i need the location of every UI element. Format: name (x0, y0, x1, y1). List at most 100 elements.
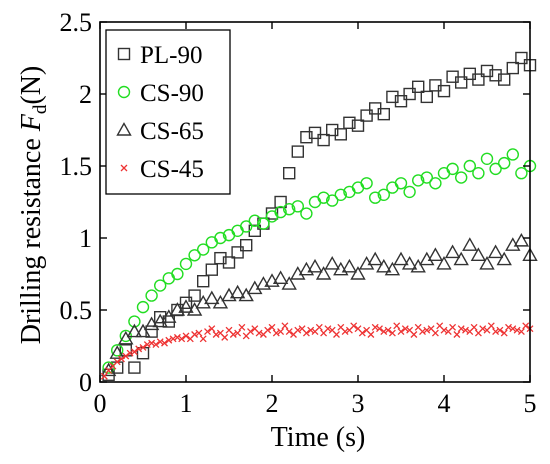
data-point (420, 171, 433, 184)
data-point (472, 73, 485, 86)
data-point (212, 331, 220, 338)
data-point (427, 247, 444, 261)
data-point (509, 325, 517, 333)
data-point (196, 275, 210, 288)
data-point (367, 331, 375, 338)
data-point (517, 328, 525, 336)
data-point (429, 177, 442, 190)
data-point (109, 345, 125, 359)
data-point (315, 266, 332, 280)
data-point (498, 156, 511, 170)
data-point (128, 315, 141, 328)
data-point (377, 107, 390, 121)
data-point (470, 247, 487, 261)
data-point (126, 349, 134, 357)
data-point (205, 263, 219, 276)
data-point (130, 348, 138, 356)
data-point (239, 220, 253, 233)
y-tick-label: 0.5 (60, 296, 93, 325)
data-point (173, 333, 181, 341)
data-point (239, 238, 253, 252)
data-point (515, 51, 528, 65)
legend-label: CS-45 (140, 156, 204, 183)
legend: PL-90 CS-90 CS-65 CS-45 (105, 29, 231, 195)
data-point (384, 261, 401, 276)
data-point (455, 76, 468, 89)
data-point (255, 329, 263, 337)
data-point (281, 322, 289, 330)
legend-entry-cs-90: CS-90 (117, 80, 204, 107)
data-point (199, 335, 207, 343)
data-point (257, 217, 270, 230)
data-point (496, 326, 504, 334)
y-axis-label-main: Drilling resistance (16, 131, 47, 344)
data-point (449, 323, 457, 331)
series-cs-65 (100, 232, 538, 377)
data-point (162, 272, 176, 285)
data-point (489, 162, 502, 176)
plot-frame (99, 21, 531, 383)
plot-area (100, 51, 538, 381)
data-point (302, 329, 310, 337)
data-point (182, 332, 190, 340)
y-axis-label: Drilling resistance Fd(N) (16, 66, 51, 345)
data-point (480, 152, 494, 166)
legend-marker (117, 47, 131, 61)
data-point (479, 255, 495, 270)
data-point (265, 207, 279, 220)
data-point (196, 243, 210, 256)
data-point (317, 133, 330, 147)
data-point (479, 325, 487, 333)
data-point (403, 185, 416, 199)
data-point (214, 231, 227, 245)
data-point (380, 328, 388, 336)
data-point (281, 276, 297, 290)
data-point (444, 244, 461, 259)
data-point (410, 258, 426, 273)
data-point (204, 328, 211, 336)
data-point (169, 302, 186, 316)
data-point (247, 328, 254, 336)
data-point (367, 251, 383, 266)
data-point (188, 289, 201, 302)
x-tick-label: 2 (266, 389, 279, 418)
data-point (229, 331, 237, 338)
data-point (333, 331, 340, 338)
data-point (412, 80, 425, 94)
data-point (506, 148, 519, 161)
data-point (195, 329, 203, 337)
data-point (326, 123, 339, 137)
data-point (208, 325, 216, 333)
data-point (500, 329, 508, 337)
data-point (410, 331, 418, 338)
data-point (186, 302, 203, 316)
data-point (274, 205, 287, 219)
data-point (376, 325, 383, 333)
legend-marker (120, 164, 128, 172)
x-tick-label: 0 (94, 389, 107, 418)
legend-label: CS-90 (140, 80, 204, 107)
data-point (231, 246, 244, 259)
data-point (437, 84, 451, 98)
data-point (326, 194, 339, 207)
data-point (505, 323, 512, 331)
data-point (513, 326, 521, 334)
data-point (440, 326, 448, 334)
data-point (264, 326, 272, 334)
data-point (401, 255, 418, 270)
data-point (153, 279, 167, 292)
data-point (343, 116, 356, 130)
data-point (300, 207, 313, 220)
data-point (515, 166, 528, 180)
data-point (360, 109, 373, 122)
data-point (222, 256, 236, 269)
data-point (307, 258, 323, 273)
data-point (462, 237, 478, 251)
data-point (358, 329, 366, 337)
data-point (268, 323, 276, 331)
data-point (453, 251, 469, 266)
y-axis-label-subscript: d (30, 104, 51, 114)
data-point (371, 323, 379, 331)
data-point (403, 87, 416, 101)
data-point (462, 326, 469, 334)
